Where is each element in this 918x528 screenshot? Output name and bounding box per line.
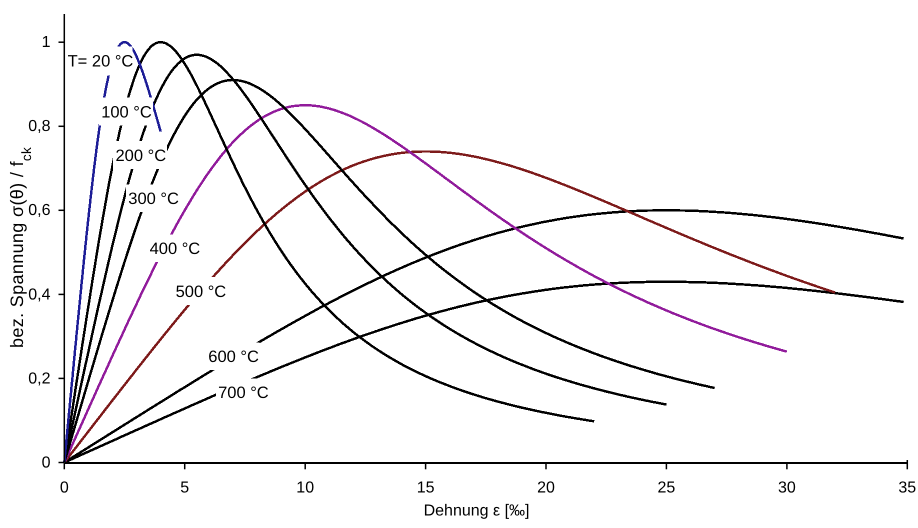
svg-text:200 °C: 200 °C xyxy=(116,147,167,165)
svg-text:20: 20 xyxy=(537,479,555,496)
svg-text:25: 25 xyxy=(658,479,676,496)
svg-text:0,8: 0,8 xyxy=(28,118,50,135)
svg-text:5: 5 xyxy=(180,479,189,496)
svg-text:0,4: 0,4 xyxy=(28,286,50,303)
svg-text:10: 10 xyxy=(296,479,314,496)
svg-text:700 °C: 700 °C xyxy=(218,384,269,402)
svg-text:500 °C: 500 °C xyxy=(176,283,227,301)
svg-text:Dehnung ε [‰]: Dehnung ε [‰] xyxy=(424,503,530,520)
svg-text:400 °C: 400 °C xyxy=(150,240,201,258)
svg-text:15: 15 xyxy=(417,479,435,496)
svg-text:35: 35 xyxy=(898,479,916,496)
svg-text:30: 30 xyxy=(778,479,796,496)
svg-text:0: 0 xyxy=(42,454,51,471)
svg-text:300 °C: 300 °C xyxy=(128,190,179,208)
svg-text:600 °C: 600 °C xyxy=(208,348,259,366)
svg-text:0,2: 0,2 xyxy=(28,370,50,387)
svg-text:T= 20 °C: T= 20 °C xyxy=(68,53,134,71)
svg-text:1: 1 xyxy=(42,34,51,51)
svg-text:0,6: 0,6 xyxy=(28,202,50,219)
svg-text:100 °C: 100 °C xyxy=(101,103,152,121)
svg-text:0: 0 xyxy=(60,479,69,496)
